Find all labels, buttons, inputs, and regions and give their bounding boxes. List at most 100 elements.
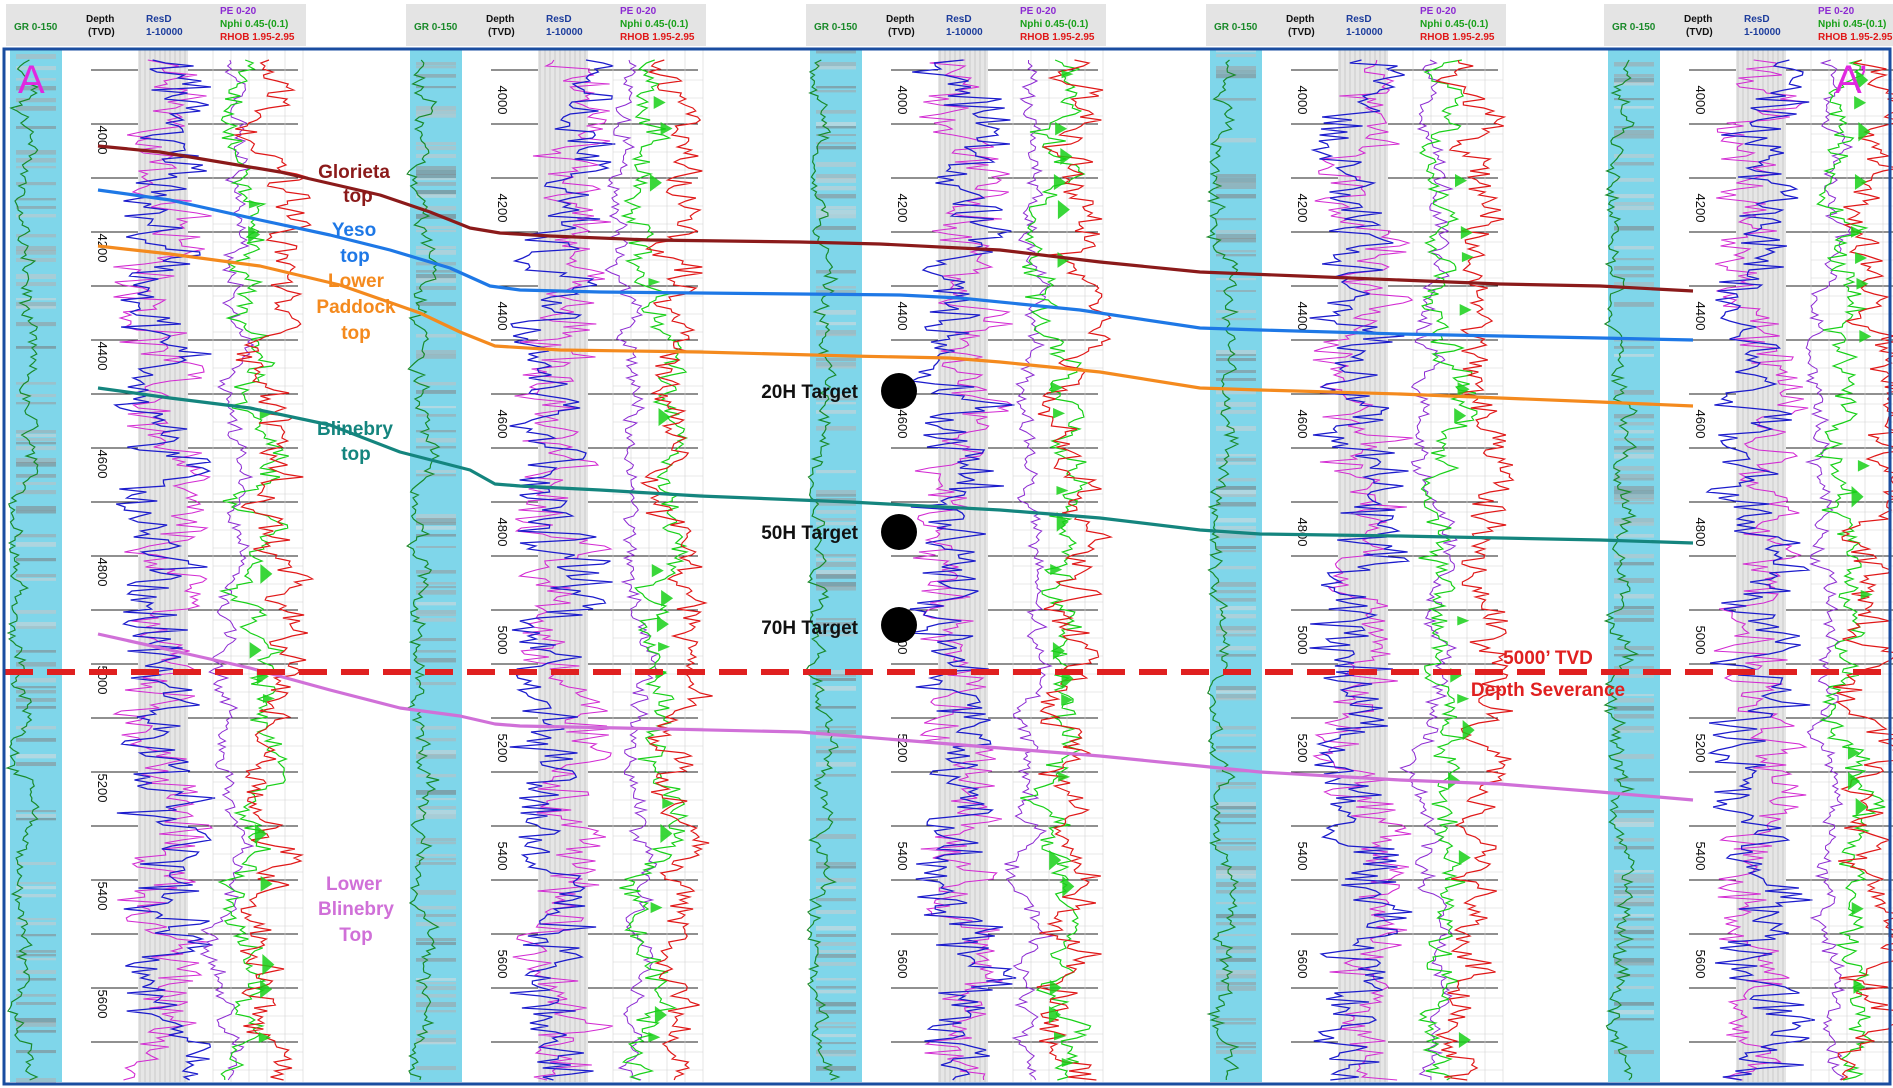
well-2: 4000 4200 4400 4600 4800 5000 5200 5400 5600 <box>405 50 713 1082</box>
header-resd-range: 1-10000 <box>1744 27 1781 38</box>
section-end-label: A’ <box>1835 58 1868 102</box>
header-nphi: Nphi 0.45-(0.1) <box>1818 19 1886 30</box>
formation-top-line <box>97 188 1694 342</box>
depth-tick: 4200 <box>1693 194 1708 223</box>
depth-tick: 4400 <box>95 342 110 371</box>
header-rhob: RHOB 1.95-2.95 <box>1420 32 1495 43</box>
depth-tick: 4600 <box>1295 410 1310 439</box>
header-resd: ResD <box>546 14 572 25</box>
header-depth-unit: (TVD) <box>488 27 515 38</box>
lower-paddock-top-label: Lower Paddock top <box>316 271 396 344</box>
depth-tick: 5200 <box>1693 734 1708 763</box>
header-resd-range: 1-10000 <box>546 27 583 38</box>
header-resd-range: 1-10000 <box>146 27 183 38</box>
depth-tick: 5400 <box>95 882 110 911</box>
header-nphi: Nphi 0.45-(0.1) <box>220 19 288 30</box>
header-nphi: Nphi 0.45-(0.1) <box>620 19 688 30</box>
depth-tick: 4000 <box>1693 86 1708 115</box>
depth-tick: 4600 <box>1693 410 1708 439</box>
depth-tick: 4200 <box>1295 194 1310 223</box>
depth-tick: 5000 <box>1693 626 1708 655</box>
header-gr: GR 0-150 <box>1214 22 1258 33</box>
header-resd: ResD <box>146 14 172 25</box>
lower-blinebry-top-label: Lower Blinebry Top <box>318 874 394 946</box>
depth-tick: 5600 <box>1295 950 1310 979</box>
formation-top-line <box>97 632 1694 802</box>
yeso-top-label: Yeso top <box>332 220 376 267</box>
depth-tick: 5400 <box>1295 842 1310 871</box>
depth-tick: 4600 <box>95 450 110 479</box>
depth-tick: 4400 <box>895 302 910 331</box>
depth-tick: 4400 <box>495 302 510 331</box>
formation-tops <box>97 144 1694 802</box>
well-5-header: GR 0-150 Depth (TVD) ResD 1-10000 PE 0-20 Nphi… <box>1604 4 1893 46</box>
formation-top-line <box>97 144 1694 293</box>
depth-tick: 5600 <box>895 950 910 979</box>
blinebry-label-line2: top <box>341 444 371 465</box>
depth-tick: 5200 <box>495 734 510 763</box>
blinebry-label-line1: Blinebry <box>317 419 393 440</box>
header-depth: Depth <box>1684 14 1712 25</box>
target-20h: 20H Target <box>761 373 917 409</box>
target-50h-marker <box>881 514 917 550</box>
depth-tick: 5400 <box>895 842 910 871</box>
depth-tick: 5200 <box>95 774 110 803</box>
header-rhob: RHOB 1.95-2.95 <box>1818 32 1893 43</box>
lower-blinebry-label-line1: Lower <box>326 874 383 895</box>
well-2-header: GR 0-150 Depth (TVD) ResD 1-10000 PE 0-20 Nphi… <box>406 4 706 46</box>
severance-label-line2: Depth Severance <box>1471 680 1625 701</box>
depth-tick: 4000 <box>1295 86 1310 115</box>
depth-tick: 4800 <box>95 558 110 587</box>
depth-tick: 4200 <box>895 194 910 223</box>
target-50h: 50H Target <box>761 514 917 550</box>
lower-paddock-label-line1: Lower <box>328 271 385 292</box>
target-20h-marker <box>881 373 917 409</box>
header-depth-unit: (TVD) <box>888 27 915 38</box>
depth-tick: 4400 <box>1295 302 1310 331</box>
header-resd: ResD <box>1346 14 1372 25</box>
target-70h: 70H Target <box>761 607 917 643</box>
lower-blinebry-label-line3: Top <box>339 925 372 946</box>
header-pe: PE 0-20 <box>220 6 257 17</box>
header-pe: PE 0-20 <box>1420 6 1457 17</box>
well-4: 4000 4200 4400 4600 4800 5000 5200 5400 5600 <box>1205 50 1515 1082</box>
lower-blinebry-label-line2: Blinebry <box>318 899 394 920</box>
depth-tick: 4000 <box>495 86 510 115</box>
glorieta-label-line1: Glorieta <box>318 162 390 183</box>
header-depth: Depth <box>1286 14 1314 25</box>
header-depth-unit: (TVD) <box>1288 27 1315 38</box>
glorieta-top-label: Glorieta top <box>318 162 390 207</box>
header-depth-unit: (TVD) <box>1686 27 1713 38</box>
formation-top-line <box>97 386 1694 545</box>
formation-top-line <box>97 244 1694 408</box>
header-rhob: RHOB 1.95-2.95 <box>620 32 695 43</box>
glorieta-label-line2: top <box>343 186 373 207</box>
severance-label-line1: 5000’ TVD <box>1503 648 1593 669</box>
header-pe: PE 0-20 <box>1818 6 1855 17</box>
target-70h-marker <box>881 607 917 643</box>
depth-tick: 5000 <box>1295 626 1310 655</box>
depth-tick: 4800 <box>495 518 510 547</box>
depth-tick: 4000 <box>895 86 910 115</box>
lower-paddock-label-line3: top <box>341 323 371 344</box>
header-resd: ResD <box>1744 14 1770 25</box>
header-depth: Depth <box>86 14 114 25</box>
depth-tick: 5600 <box>495 950 510 979</box>
header-gr: GR 0-150 <box>14 22 58 33</box>
header-gr: GR 0-150 <box>814 22 858 33</box>
track-headers: GR 0-150 Depth (TVD) ResD 1-10000 PE 0-20 Nphi… <box>6 4 1893 46</box>
depth-tick: 4600 <box>495 410 510 439</box>
header-pe: PE 0-20 <box>1020 6 1057 17</box>
header-rhob: RHOB 1.95-2.95 <box>220 32 295 43</box>
target-20h-label: 20H Target <box>761 382 858 403</box>
depth-tick: 4600 <box>895 410 910 439</box>
depth-tick: 4000 <box>95 126 110 155</box>
depth-tick: 5000 <box>495 626 510 655</box>
yeso-label-line1: Yeso <box>332 220 376 241</box>
header-pe: PE 0-20 <box>620 6 657 17</box>
header-resd-range: 1-10000 <box>1346 27 1383 38</box>
lower-paddock-label-line2: Paddock <box>316 297 396 318</box>
header-gr: GR 0-150 <box>1612 22 1656 33</box>
